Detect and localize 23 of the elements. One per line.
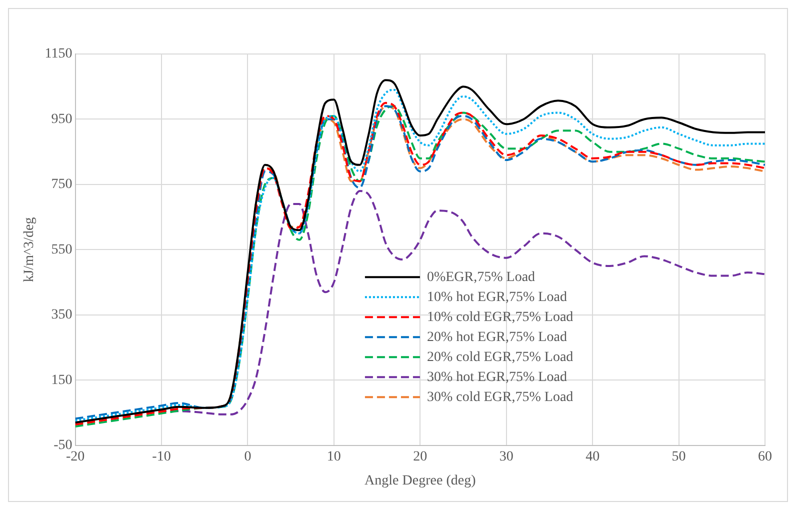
x-axis-title: Angle Degree (deg)	[364, 473, 476, 488]
y-tick-label: 550	[51, 242, 72, 258]
legend-label: 10% cold EGR,75% Load	[426, 310, 574, 325]
legend-label: 0%EGR,75% Load	[426, 270, 536, 285]
y-tick-label: 150	[51, 372, 72, 388]
legend-label: 30% cold EGR,75% Load	[426, 390, 574, 405]
y-tick-label: 350	[51, 308, 72, 323]
legend-label: 30% hot EGR,75% Load	[426, 370, 567, 385]
x-tick-label: 50	[672, 449, 686, 464]
x-tick-label: 20	[413, 449, 428, 464]
legend-label: 20% cold EGR,75% Load	[426, 350, 574, 365]
x-tick-label: 30	[499, 449, 514, 464]
x-tick-label: 40	[586, 449, 600, 464]
y-tick-label: 1150	[44, 46, 72, 62]
y-axis-title: kJ/m^3/deg	[22, 217, 38, 282]
x-tick-label: -10	[152, 449, 171, 464]
legend-label: 10% hot EGR,75% Load	[426, 290, 567, 305]
y-tick-label: 750	[51, 177, 72, 192]
x-tick-label: 60	[758, 449, 772, 464]
legend-label: 20% hot EGR,75% Load	[426, 330, 567, 345]
x-tick-label: 0	[244, 449, 252, 464]
y-tick-label: 950	[51, 112, 72, 127]
x-tick-label: 10	[326, 449, 341, 464]
